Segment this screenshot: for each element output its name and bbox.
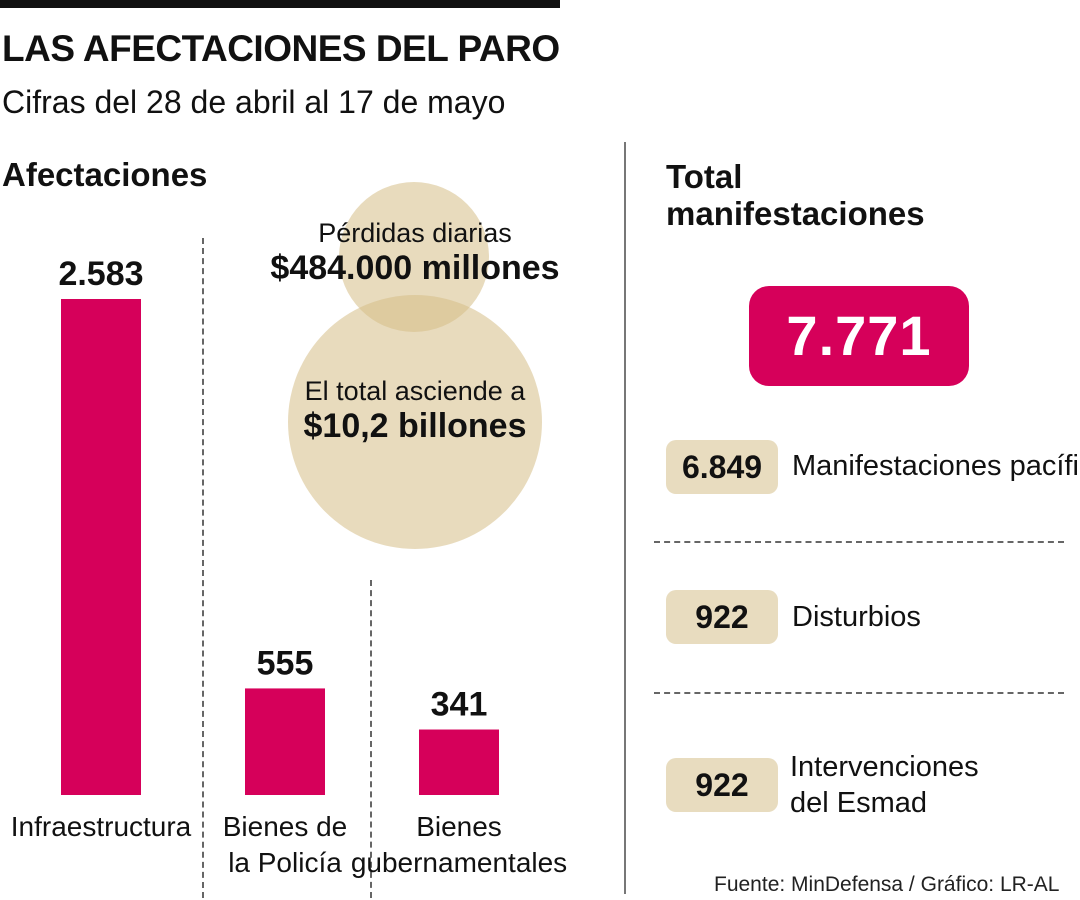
disturbios-label: Disturbios [792, 601, 921, 633]
manifestaciones-heading: Total manifestaciones [666, 158, 925, 232]
bar-1 [245, 688, 325, 795]
total-loss-block: El total asciende a $10,2 billones [250, 376, 580, 446]
bar-category-label-1-0: Bienes de [223, 811, 348, 842]
total-loss-label: El total asciende a [304, 376, 526, 406]
total-loss-value: $10,2 billones [303, 407, 527, 445]
page-subtitle: Cifras del 28 de abril al 17 de mayo [2, 84, 506, 120]
daily-loss-value: $484.000 millones [270, 249, 560, 287]
bar-value-label-1: 555 [257, 644, 314, 682]
esmad-label-line1: Intervenciones [790, 751, 979, 783]
manifestaciones-heading-line1: Total [666, 158, 743, 195]
disturbios-value: 922 [666, 590, 778, 644]
total-loss-circle [288, 295, 542, 549]
esmad-value: 922 [666, 758, 778, 812]
page-title: LAS AFECTACIONES DEL PARO [2, 28, 560, 69]
pacificas-value: 6.849 [666, 440, 778, 494]
divider-dashed-2 [370, 580, 372, 898]
daily-loss-label: Pérdidas diarias [318, 218, 512, 248]
divider-h-1 [654, 541, 1064, 543]
divider-h-2 [654, 692, 1064, 694]
manifestaciones-heading-line2: manifestaciones [666, 195, 925, 232]
total-manifestaciones-badge: 7.771 [749, 286, 969, 386]
bar-category-label-2-1: gubernamentales [351, 847, 567, 878]
divider-dashed-1 [202, 238, 204, 898]
bar-2 [419, 729, 499, 795]
esmad-label: Intervenciones del Esmad [790, 749, 979, 821]
bar-category-label-0-0: Infraestructura [11, 811, 192, 842]
top-rule [0, 0, 560, 8]
bar-value-label-0: 2.583 [58, 255, 143, 293]
pacificas-label: Manifestaciones pacíficas [792, 450, 1080, 482]
bar-category-label-2-0: Bienes [416, 811, 502, 842]
bar-category-label-1-1: la Policía [228, 847, 342, 878]
afectaciones-heading: Afectaciones [2, 156, 208, 193]
divider-main [624, 142, 626, 894]
esmad-label-line2: del Esmad [790, 787, 928, 819]
source-credit: Fuente: MinDefensa / Gráfico: LR-AL [714, 873, 1060, 896]
bar-0 [61, 299, 141, 795]
bar-value-label-2: 341 [431, 686, 488, 724]
daily-loss-block: Pérdidas diarias $484.000 millones [250, 218, 580, 288]
afectaciones-bar-chart: 2.583 Infraestructura 555 Bienes de la Polic… [11, 255, 567, 878]
